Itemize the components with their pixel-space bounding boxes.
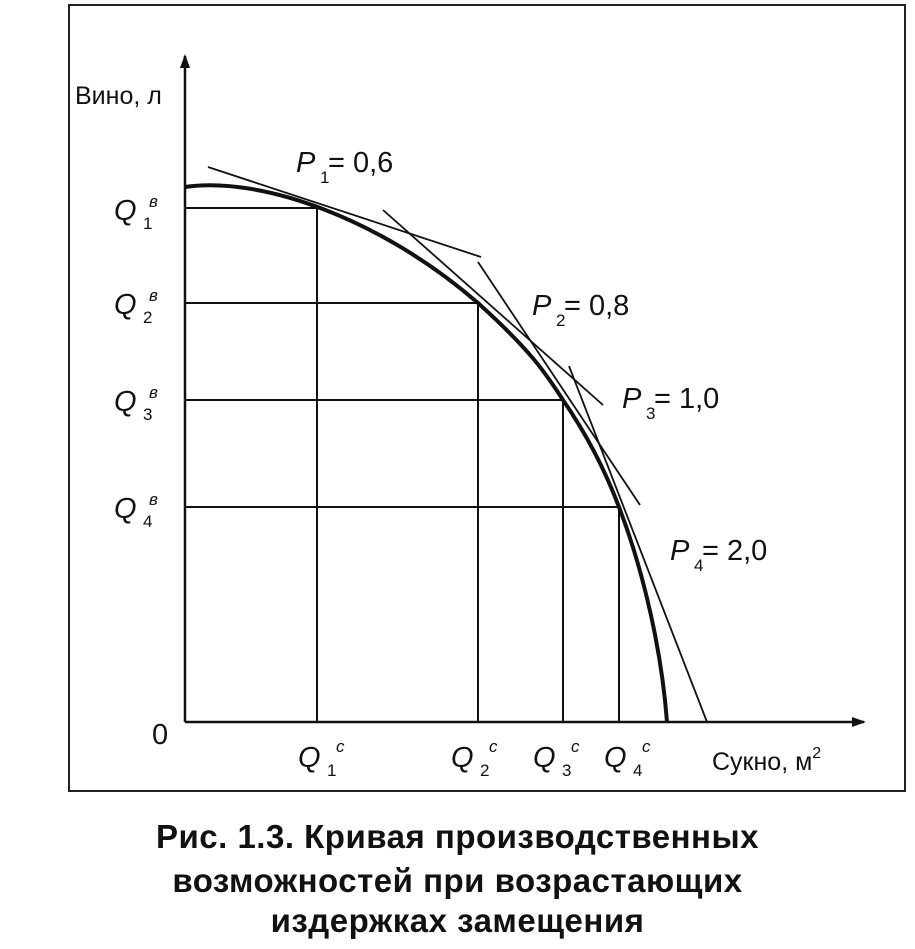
x-tick-label: Q — [298, 742, 321, 774]
y-tick-label: Q — [114, 493, 137, 525]
x-tick-sup: c — [489, 737, 498, 756]
guide-point-1 — [185, 207, 318, 722]
y-tick-sup: в — [149, 490, 158, 509]
y-tick-sup: в — [149, 286, 158, 305]
x-tick-sub: 4 — [633, 761, 642, 780]
slope-sub: 2 — [556, 311, 565, 330]
tangent-line-3 — [477, 261, 641, 506]
y-tick-sup: в — [149, 192, 158, 211]
y-tick-sub: 2 — [143, 308, 152, 327]
guide-lines — [185, 207, 620, 722]
y-tick-sub: 3 — [143, 405, 152, 424]
x-tick-sup: c — [571, 737, 580, 756]
guide-point-3 — [185, 399, 564, 722]
x-tick-sup: c — [336, 737, 345, 756]
guide-point-4 — [185, 506, 620, 722]
tangent-line-4 — [568, 365, 708, 723]
figure-caption-line-1: Рис. 1.3. Кривая производственных — [155, 818, 760, 855]
ppf-diagram: Вино, л 0 Сукно, м2 Q 1 в Q 2 в Q 3 в Q … — [75, 54, 866, 780]
figure-caption-line-3: издержках замещения — [270, 902, 645, 939]
x-tick-sub: 3 — [562, 761, 571, 780]
x-tick-label: Q — [533, 742, 556, 774]
slope-sub: 4 — [694, 556, 703, 575]
x-tick-sup: c — [642, 737, 651, 756]
y-tick-sub: 1 — [143, 214, 152, 233]
figure-caption-line-2: возможностей при возрастающих — [172, 862, 743, 899]
slope-label: P — [622, 383, 642, 415]
slope-value: = 1,0 — [654, 383, 719, 415]
tangent-lines — [207, 166, 708, 723]
slope-label: P — [670, 535, 690, 567]
x-tick-sub: 2 — [480, 761, 489, 780]
guide-point-2 — [185, 302, 479, 722]
y-tick-label: Q — [114, 386, 137, 418]
y-tick-label: Q — [114, 289, 137, 321]
ppf-curve — [184, 183, 669, 723]
slope-value: = 0,6 — [328, 147, 393, 179]
x-tick-label: Q — [451, 742, 474, 774]
origin-label: 0 — [152, 719, 168, 751]
slope-sub: 3 — [646, 404, 655, 423]
slope-sub: 1 — [320, 168, 329, 187]
tangent-line-1 — [207, 166, 482, 258]
y-tick-label: Q — [114, 195, 137, 227]
slope-label: P — [296, 147, 316, 179]
x-tick-sub: 1 — [327, 761, 336, 780]
slope-label: P — [532, 290, 552, 322]
figure-frame — [68, 4, 906, 792]
slope-value: = 2,0 — [702, 535, 767, 567]
x-axis-label: Сукно, м2 — [712, 745, 821, 776]
y-tick-sub: 4 — [143, 512, 152, 531]
y-tick-sup: в — [149, 383, 158, 402]
slope-value: = 0,8 — [564, 290, 629, 322]
y-axis-label: Вино, л — [75, 82, 162, 110]
x-tick-label: Q — [604, 742, 627, 774]
tangent-line-2 — [382, 209, 604, 406]
